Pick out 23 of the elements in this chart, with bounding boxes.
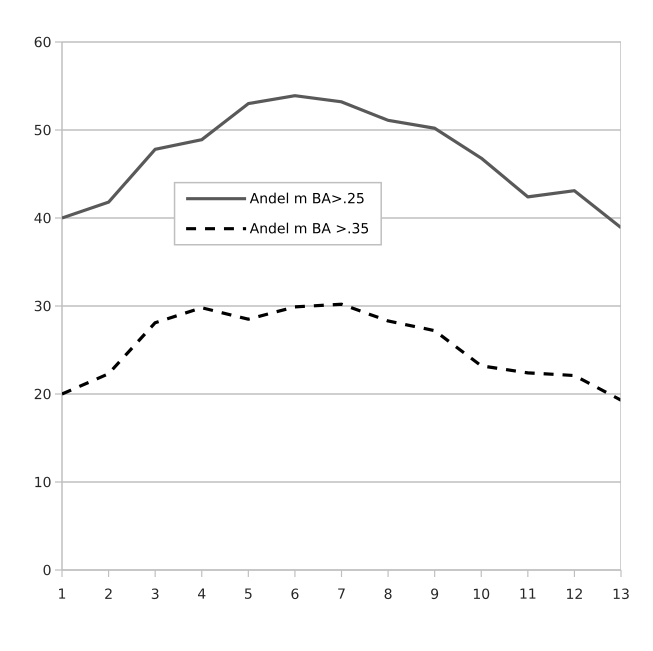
x-tick-label: 9 bbox=[431, 588, 438, 600]
x-tick-label: 8 bbox=[384, 588, 392, 600]
x-tick-label: 13 bbox=[614, 588, 629, 600]
x-tick-label: 5 bbox=[244, 588, 252, 599]
y-tick-label: 30 bbox=[34, 300, 51, 312]
y-tick-label: 60 bbox=[34, 36, 51, 48]
x-tick-label: 4 bbox=[198, 588, 206, 599]
x-tick-label: 7 bbox=[338, 588, 345, 599]
y-tick-label: 40 bbox=[34, 212, 51, 224]
x-tick-label: 11 bbox=[520, 588, 536, 599]
line-series bbox=[62, 302, 622, 402]
x-tick-label: 12 bbox=[567, 588, 582, 599]
legend-label: Andel m BA>.25 bbox=[250, 192, 364, 204]
x-tick-label: 2 bbox=[105, 588, 112, 599]
legend-label: Andel m BA >.35 bbox=[250, 222, 368, 234]
y-tick-label: 0 bbox=[44, 564, 51, 576]
y-tick-label: 50 bbox=[34, 124, 51, 136]
y-tick-label: 10 bbox=[35, 476, 51, 488]
x-tick-label: 1 bbox=[59, 588, 66, 599]
x-tick-label: 10 bbox=[474, 588, 490, 600]
x-tick-label: 6 bbox=[291, 588, 298, 600]
x-tick-label: 3 bbox=[152, 588, 158, 600]
y-tick-label: 20 bbox=[34, 388, 51, 400]
